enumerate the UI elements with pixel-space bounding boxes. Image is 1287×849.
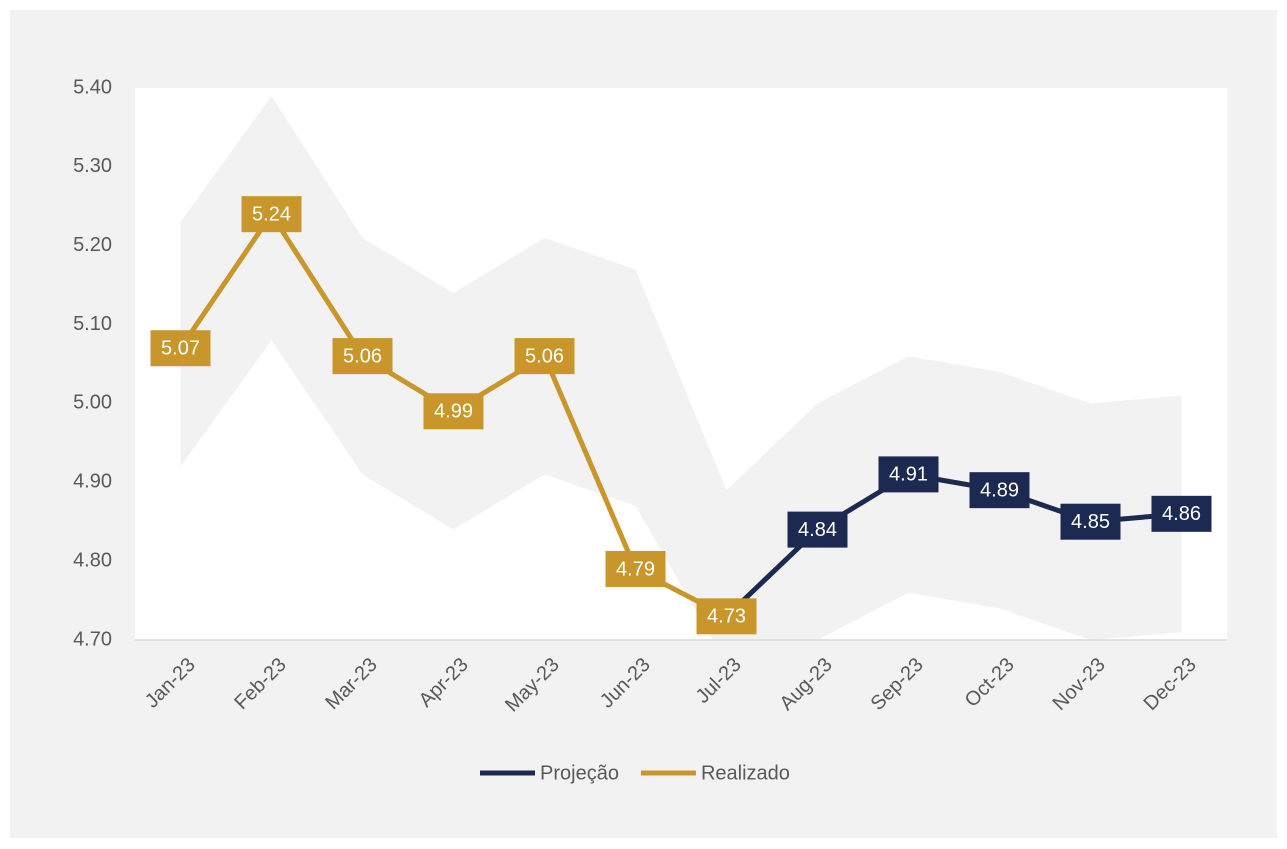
data-label-box <box>332 338 393 375</box>
data-label-box <box>696 598 757 635</box>
y-tick-label: 5.30 <box>73 155 112 177</box>
y-tick-label: 5.20 <box>73 234 112 256</box>
data-label: 4.99 <box>434 401 473 423</box>
y-tick-label: 4.90 <box>73 471 112 493</box>
data-label: 4.89 <box>980 479 1019 501</box>
legend-label: Realizado <box>701 762 790 784</box>
range-band <box>180 95 1182 640</box>
data-label-box <box>878 456 939 493</box>
data-label-box <box>1151 495 1212 532</box>
data-label-box <box>241 196 302 233</box>
data-label: 4.86 <box>1162 503 1201 525</box>
y-tick-label: 5.00 <box>73 392 112 414</box>
legend-label: Projeção <box>540 762 619 784</box>
y-tick-label: 4.70 <box>73 628 112 650</box>
data-label: 5.06 <box>525 345 564 367</box>
data-label: 5.24 <box>252 203 291 225</box>
data-label-box <box>605 551 666 588</box>
y-tick-label: 4.80 <box>73 549 112 571</box>
data-label-box <box>514 338 575 375</box>
data-label: 5.06 <box>343 345 382 367</box>
data-label: 4.91 <box>889 464 928 486</box>
data-label-box <box>787 511 848 548</box>
data-label: 4.73 <box>707 606 746 628</box>
data-label: 5.07 <box>161 338 200 360</box>
data-label-box <box>423 393 484 430</box>
y-tick-label: 5.40 <box>73 76 112 98</box>
data-label-box <box>1060 503 1121 540</box>
data-label: 4.85 <box>1071 511 1110 533</box>
data-label: 4.79 <box>616 558 655 580</box>
data-label: 4.84 <box>798 519 837 541</box>
data-label-box <box>969 472 1030 509</box>
data-label-box <box>150 330 211 367</box>
y-tick-label: 5.10 <box>73 313 112 335</box>
